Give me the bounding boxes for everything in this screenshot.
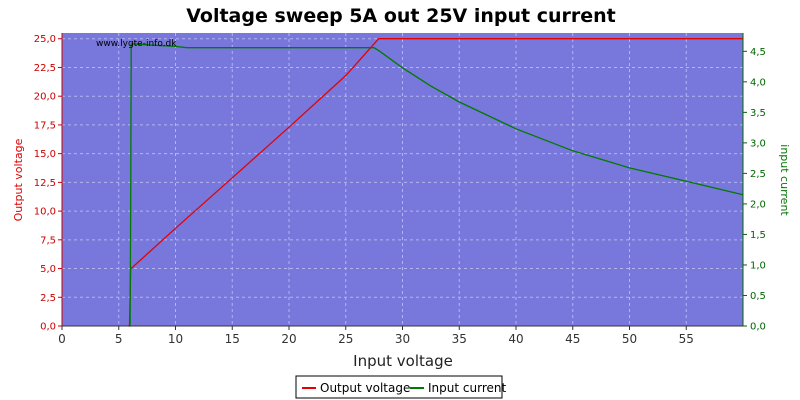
x-tick-label: 35 — [452, 332, 467, 346]
y-right-tick-label: 4,5 — [750, 47, 766, 58]
y-left-tick-label: 22,5 — [34, 63, 56, 74]
y-right-tick-label: 2,0 — [750, 199, 766, 210]
y-left-tick-label: 25,0 — [34, 34, 56, 45]
tick-labels: 0 5 10 15 20 25 30 35 40 45 50 55 0,0 2,5 5,0 7,5 10,0 12… — [34, 34, 766, 346]
y-left-tick-label: 2,5 — [40, 293, 56, 304]
x-tick-label: 30 — [395, 332, 410, 346]
x-tick-label: 50 — [622, 332, 637, 346]
watermark: www.lygte-info.dk — [96, 39, 177, 49]
y-left-tick-label: 15,0 — [34, 149, 56, 160]
x-axis-label: Input voltage — [353, 352, 453, 370]
legend-label-input-current: Input current — [428, 381, 506, 395]
y-axis-label-right: input current — [778, 144, 791, 216]
y-left-tick-label: 5,0 — [40, 264, 56, 275]
series-line-input-current — [129, 43, 744, 327]
legend-box — [295, 375, 503, 399]
y-right-tick-label: 4,0 — [750, 77, 766, 88]
y-right-tick-label: 2,5 — [750, 169, 766, 180]
legend: Output voltage Input current — [295, 375, 506, 399]
y-left-tick-label: 12,5 — [34, 178, 56, 189]
y-left-tick-label: 10,0 — [34, 207, 56, 218]
x-tick-label: 20 — [281, 332, 296, 346]
y-right-tick-label: 1,5 — [750, 230, 766, 241]
chart-title: Voltage sweep 5A out 25V input current — [186, 5, 616, 27]
y-right-tick-label: 3,5 — [750, 108, 766, 119]
series-line-output-voltage — [127, 38, 743, 327]
y-left-tick-label: 7,5 — [40, 235, 56, 246]
y-left-tick-label: 17,5 — [34, 120, 56, 131]
series-layer — [127, 38, 744, 327]
y-right-tick-label: 0,5 — [750, 291, 766, 302]
y-right-tick-label: 1,0 — [750, 260, 766, 271]
x-tick-label: 45 — [565, 332, 580, 346]
legend-label-output-voltage: Output voltage — [320, 381, 410, 395]
x-tick-label: 0 — [58, 332, 66, 346]
y-right-tick-label: 3,0 — [750, 138, 766, 149]
x-tick-label: 25 — [338, 332, 353, 346]
x-tick-label: 40 — [508, 332, 523, 346]
x-tick-label: 15 — [225, 332, 240, 346]
y-left-tick-label: 20,0 — [34, 92, 56, 103]
y-axis-label-left: Output voltage — [12, 138, 25, 221]
x-tick-label: 55 — [679, 332, 694, 346]
x-tick-label: 10 — [168, 332, 183, 346]
y-right-tick-label: 0,0 — [750, 322, 766, 333]
x-tick-label: 5 — [115, 332, 123, 346]
y-left-tick-label: 0,0 — [40, 322, 56, 333]
